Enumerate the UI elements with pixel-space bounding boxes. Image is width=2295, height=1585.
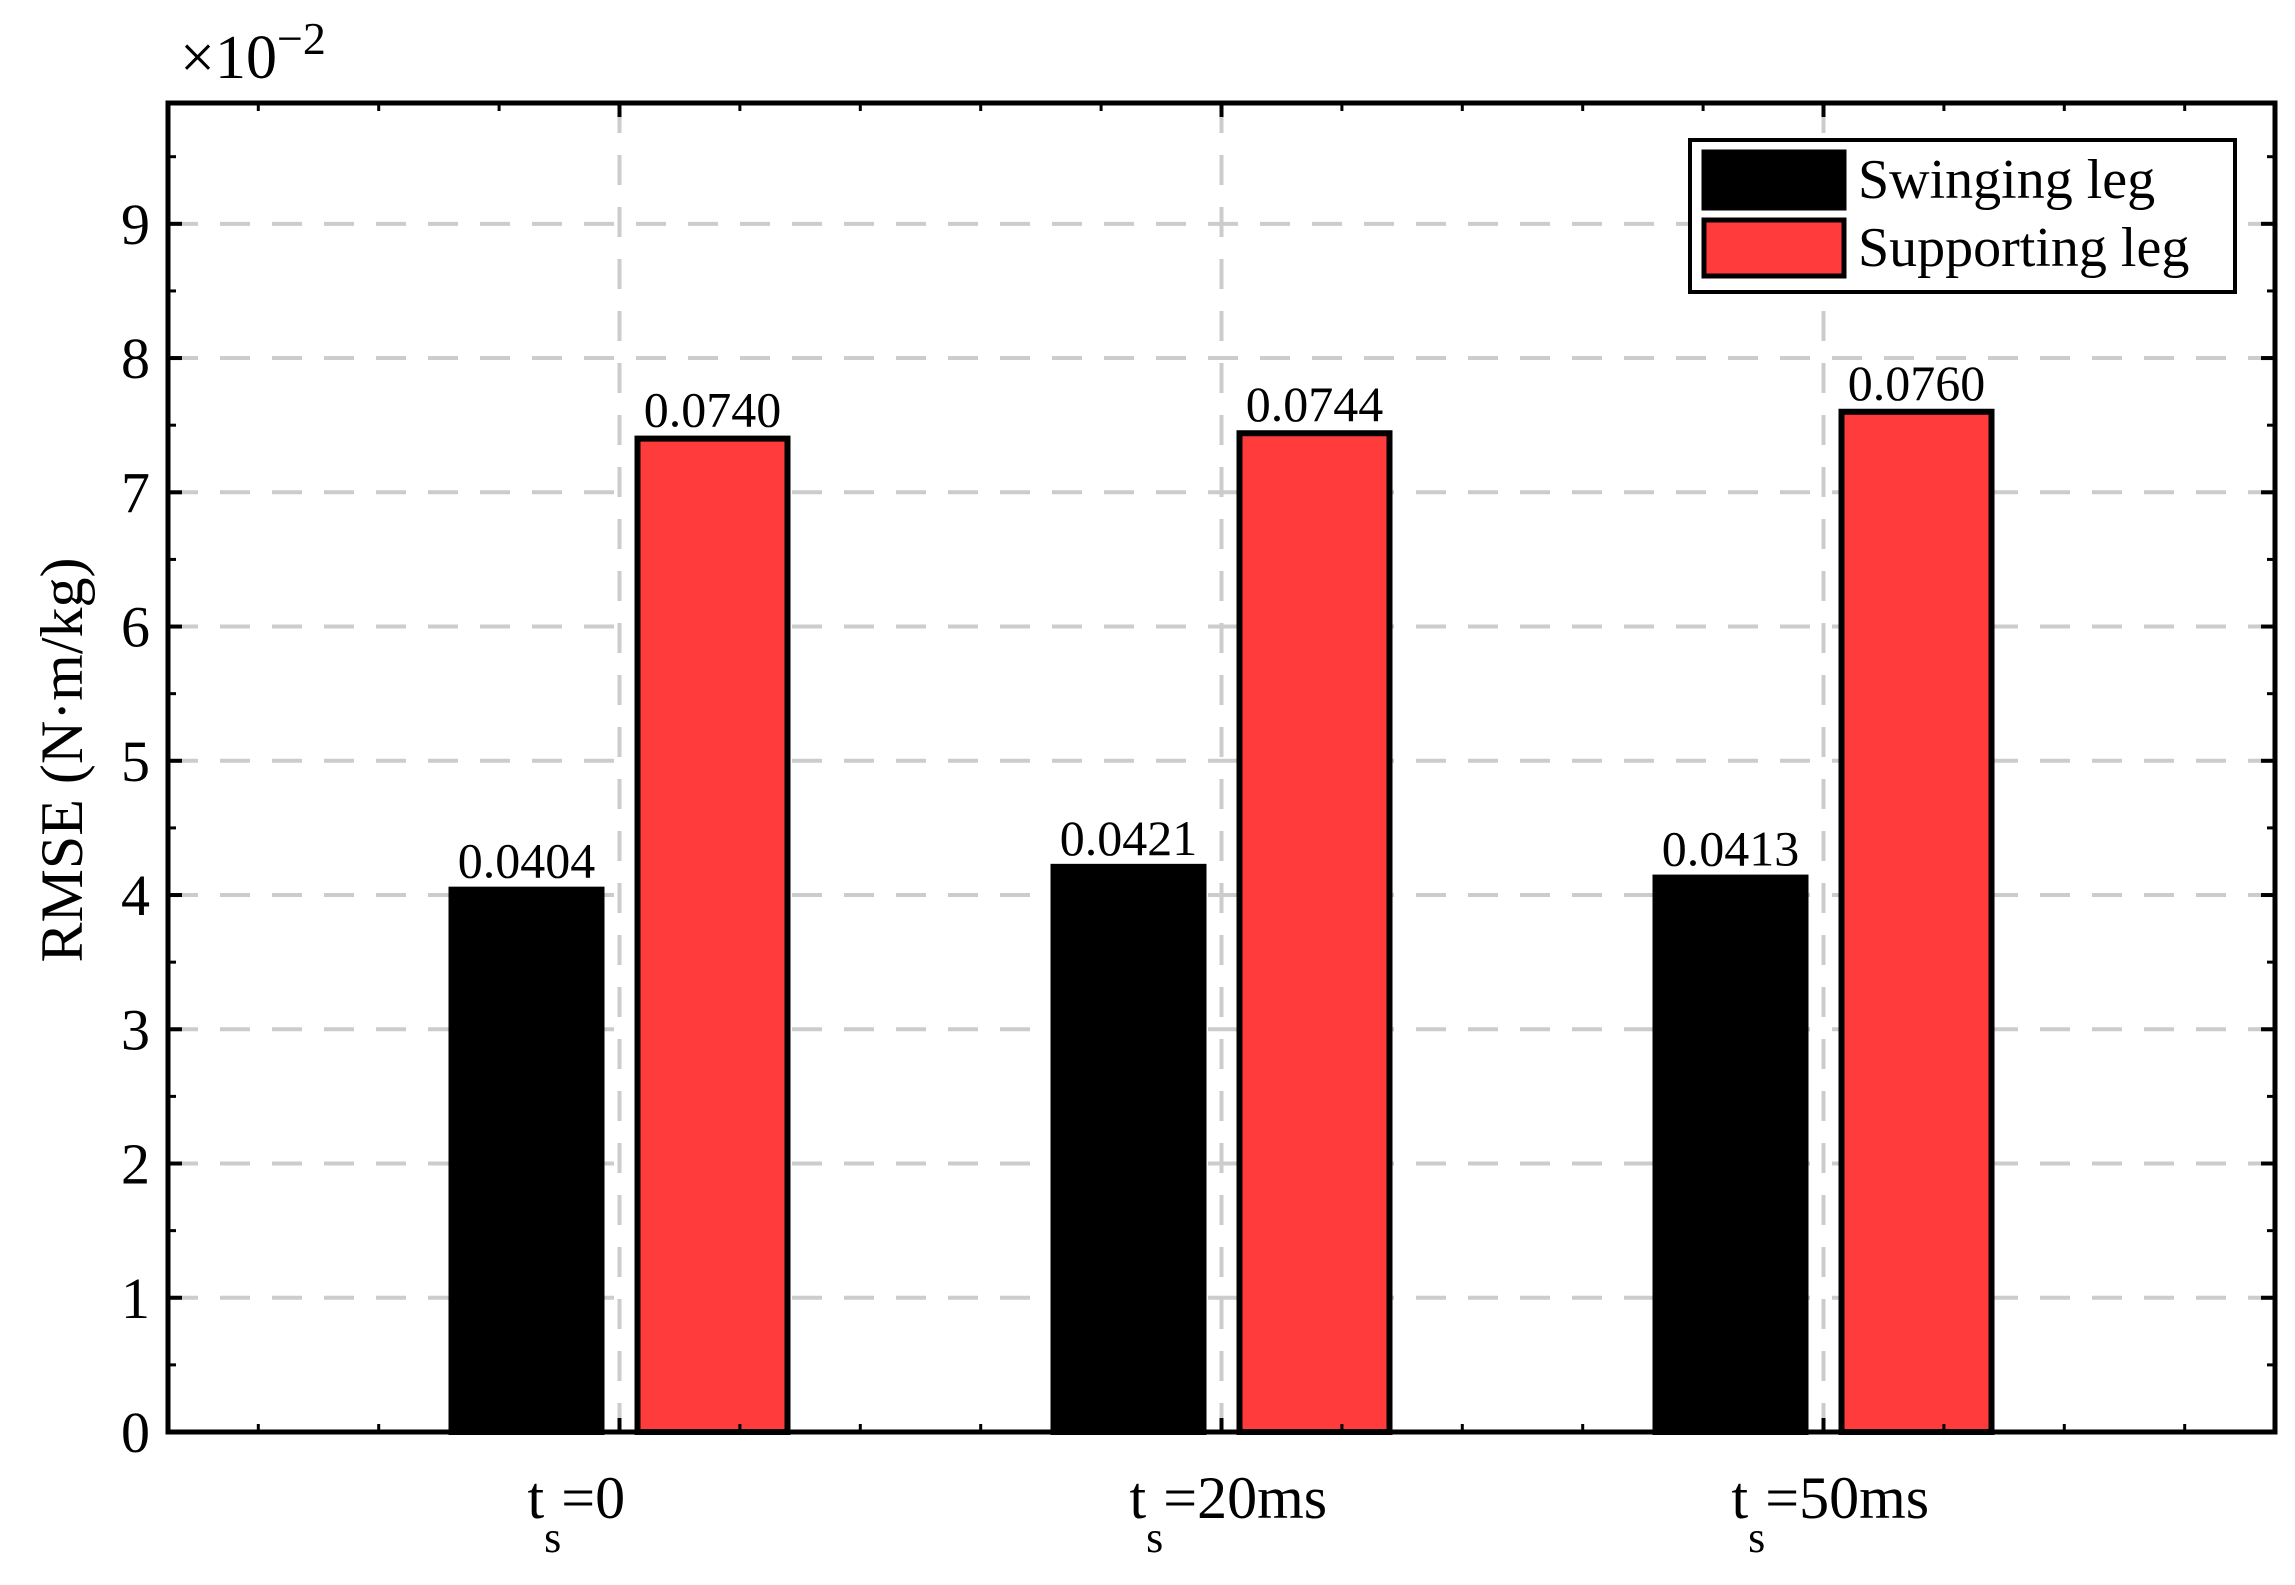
bar-swinging-leg xyxy=(448,886,605,1435)
x-tick-labels: ts=0 ts=20ms ts=50ms xyxy=(528,1465,1930,1562)
bar-swinging-leg xyxy=(1652,874,1809,1435)
data-label: 0.0413 xyxy=(1662,821,1800,877)
y-tick-label: 7 xyxy=(121,460,150,525)
legend-swatch-swinging-leg xyxy=(1701,149,1847,211)
x-tick-subscript: s xyxy=(1748,1513,1765,1562)
legend-label: Swinging leg xyxy=(1858,149,2155,211)
axis-ticks xyxy=(168,103,2275,1434)
data-labels: 0.0404 0.0421 0.0413 0.0740 0.0744 0.0760 xyxy=(458,355,1986,889)
x-tick-subscript: s xyxy=(544,1513,561,1562)
multiplier-exponent: −2 xyxy=(277,13,326,64)
data-label: 0.0740 xyxy=(644,382,782,438)
data-label: 0.0421 xyxy=(1060,810,1198,866)
x-tick-value: =50ms xyxy=(1765,1465,1929,1531)
grid xyxy=(168,103,2275,1432)
x-tick-label: ts=50ms xyxy=(1732,1465,1930,1562)
x-tick-label: ts=0 xyxy=(528,1465,626,1562)
bar-swinging-leg xyxy=(1050,863,1207,1435)
x-tick-value: =0 xyxy=(561,1465,625,1531)
bars xyxy=(448,408,1995,1435)
bar-supporting-leg xyxy=(1838,408,1995,1435)
y-tick-label: 0 xyxy=(121,1400,150,1465)
y-tick-label: 9 xyxy=(121,192,150,257)
y-tick-label: 8 xyxy=(121,326,150,391)
legend-swatch-supporting-leg xyxy=(1701,217,1847,279)
bar-supporting-leg xyxy=(634,435,791,1435)
x-tick-prefix: t xyxy=(528,1465,545,1531)
x-tick-value: =20ms xyxy=(1163,1465,1327,1531)
multiplier-base: ×10 xyxy=(180,24,277,92)
data-label: 0.0744 xyxy=(1246,376,1384,432)
legend-label: Supporting leg xyxy=(1858,217,2189,279)
x-tick-prefix: t xyxy=(1732,1465,1749,1531)
x-tick-label: ts=20ms xyxy=(1130,1465,1328,1562)
x-tick-subscript: s xyxy=(1146,1513,1163,1562)
y-tick-label: 4 xyxy=(121,863,150,928)
y-tick-label: 1 xyxy=(121,1266,150,1331)
y-tick-label: 5 xyxy=(121,729,150,794)
data-label: 0.0760 xyxy=(1848,355,1986,411)
bar-supporting-leg xyxy=(1236,430,1393,1435)
y-tick-label: 3 xyxy=(121,997,150,1062)
data-label: 0.0404 xyxy=(458,833,596,889)
y-tick-labels: 0 1 2 3 4 5 6 7 8 9 xyxy=(121,192,150,1465)
y-tick-label: 2 xyxy=(121,1132,150,1197)
y-tick-label: 6 xyxy=(121,595,150,660)
y-axis-multiplier: ×10−2 xyxy=(180,13,326,92)
y-axis-label: RMSE (N·m/kg) xyxy=(29,558,95,963)
x-tick-prefix: t xyxy=(1130,1465,1147,1531)
